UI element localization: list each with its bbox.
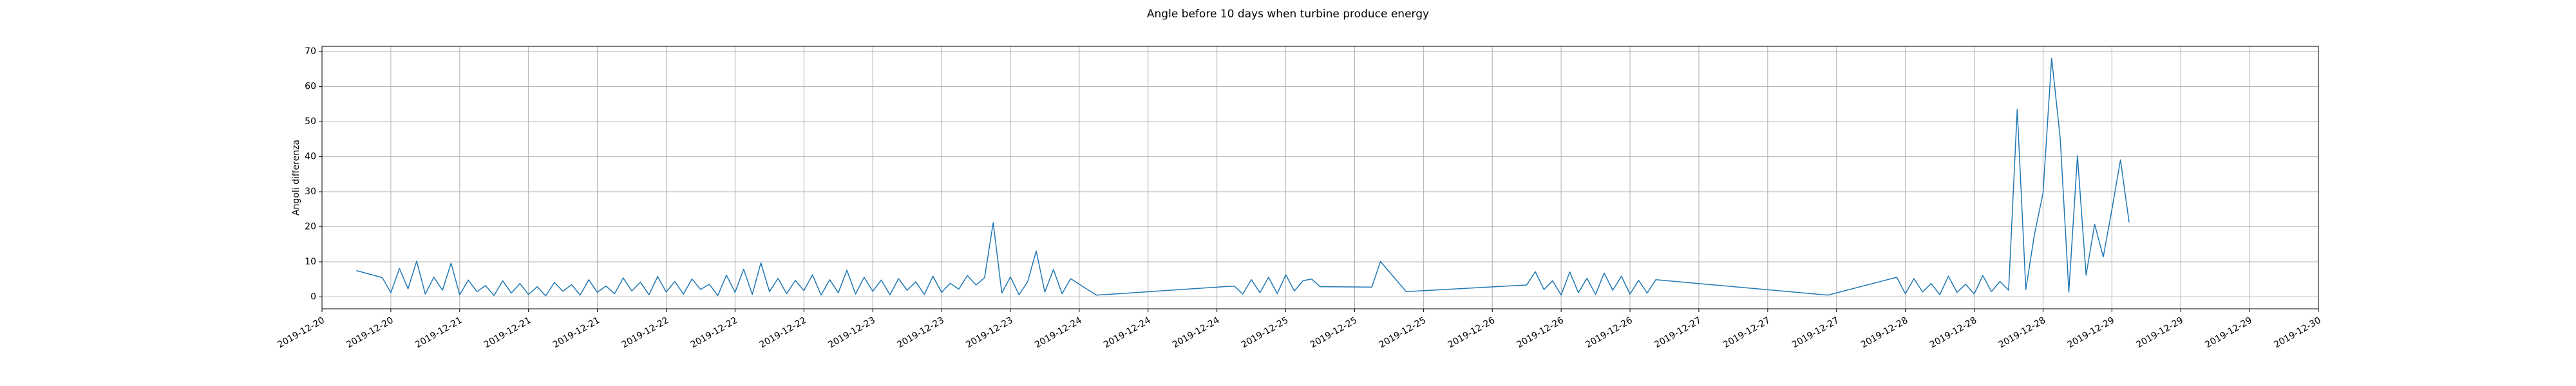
data-line [356,57,2130,297]
y-tick-label: 40 [305,152,316,162]
y-axis-label: Angoli differenza [291,140,301,216]
y-tick-label: 10 [305,257,316,267]
y-tick-label: 70 [305,46,316,57]
y-tick-label: 60 [305,82,316,92]
plot [356,57,2130,297]
y-tick-label: 20 [305,222,316,232]
chart-title: Angle before 10 days when turbine produc… [1147,8,1429,21]
y-tick-label: 0 [310,291,316,302]
plot-frame [321,46,2319,309]
y-tick-label: 30 [305,187,316,197]
y-tick-label: 50 [305,116,316,127]
